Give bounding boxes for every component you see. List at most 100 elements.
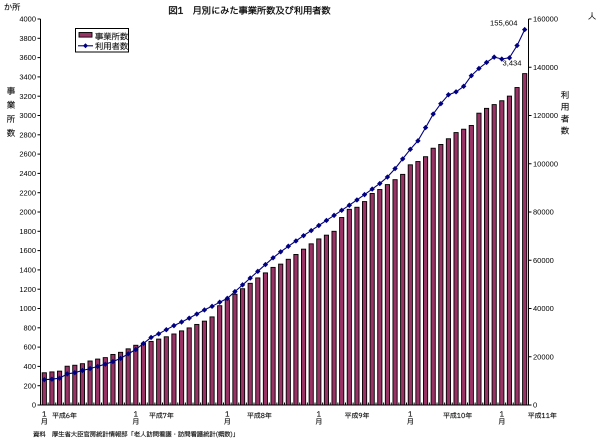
line-marker-diamond bbox=[521, 26, 528, 33]
bar bbox=[346, 208, 352, 406]
line-marker-diamond bbox=[224, 295, 231, 302]
bar bbox=[369, 193, 375, 406]
line-marker-diamond bbox=[49, 376, 55, 382]
bar bbox=[278, 263, 284, 406]
axis-titles bbox=[6, 86, 570, 137]
bar bbox=[308, 243, 314, 406]
y-left-tick-label: 2600 bbox=[19, 150, 36, 159]
bar bbox=[217, 305, 223, 406]
bar bbox=[484, 107, 490, 406]
bar-series bbox=[41, 73, 528, 406]
line-marker-diamond bbox=[247, 275, 253, 281]
bar bbox=[331, 230, 337, 406]
legend-line-marker bbox=[83, 43, 88, 49]
bar bbox=[186, 327, 192, 406]
data-label-users: 155,604 bbox=[490, 19, 517, 28]
unit-right-nin bbox=[588, 12, 596, 20]
bar bbox=[499, 100, 505, 406]
x-year-label bbox=[149, 412, 174, 419]
line-marker-diamond bbox=[384, 174, 391, 180]
bar bbox=[270, 266, 276, 406]
line-marker-diamond bbox=[171, 322, 177, 329]
bar bbox=[384, 184, 390, 406]
bar bbox=[453, 132, 459, 406]
y-left-tick-label: 4000 bbox=[19, 15, 36, 24]
line-marker-diamond bbox=[186, 315, 192, 321]
data-labels: 155,604 3,434 bbox=[490, 19, 521, 68]
y-left-tick-label: 1200 bbox=[19, 285, 36, 294]
bar bbox=[522, 73, 528, 406]
line-marker-diamond bbox=[148, 334, 154, 341]
y-left-tick-label: 2800 bbox=[19, 130, 36, 139]
bar bbox=[506, 95, 512, 406]
x-tick-month-1 bbox=[499, 411, 504, 417]
line-marker-diamond bbox=[102, 361, 109, 367]
bar bbox=[247, 282, 253, 406]
x-tick-month-1 bbox=[225, 411, 230, 417]
bar bbox=[163, 336, 169, 406]
bar bbox=[255, 277, 261, 406]
bar bbox=[201, 320, 207, 406]
line-marker-diamond bbox=[430, 111, 436, 117]
line-marker-diamond bbox=[399, 156, 406, 162]
bar bbox=[179, 330, 185, 406]
line-marker-diamond bbox=[499, 56, 505, 62]
y-right-tick-label: 40000 bbox=[533, 304, 554, 313]
y-left-tick-label: 1600 bbox=[19, 246, 36, 255]
line-marker-diamond bbox=[110, 358, 116, 365]
bar bbox=[354, 206, 360, 406]
line-marker-diamond bbox=[392, 165, 398, 172]
y-left-tick-label: 800 bbox=[23, 323, 36, 332]
bar bbox=[156, 338, 162, 406]
bar bbox=[262, 272, 268, 406]
line-marker-diamond bbox=[514, 42, 520, 49]
bar bbox=[438, 143, 444, 406]
bar bbox=[301, 248, 307, 406]
y-left-tick-label: 1000 bbox=[19, 304, 36, 313]
line-marker-diamond bbox=[125, 351, 131, 357]
line-marker-diamond bbox=[262, 261, 269, 268]
line-marker-diamond bbox=[293, 238, 299, 244]
x-tick-month-1 bbox=[316, 411, 321, 417]
line-marker-diamond bbox=[468, 72, 475, 79]
line-marker-diamond bbox=[178, 319, 185, 325]
bar bbox=[285, 258, 291, 406]
y-right-tick-label: 0 bbox=[533, 401, 537, 410]
legend bbox=[75, 28, 129, 53]
x-tick-month-1 bbox=[42, 411, 47, 417]
line-marker-diamond bbox=[331, 212, 337, 219]
bar bbox=[224, 299, 230, 406]
x-year-label bbox=[247, 412, 272, 419]
x-tick-month-1 bbox=[133, 411, 138, 417]
y-axis-right-labels: 0 20000 40000 60000 80000 100000 120000 140000 1… bbox=[533, 15, 558, 410]
bar bbox=[194, 323, 200, 406]
bar bbox=[514, 87, 520, 406]
line-marker-diamond bbox=[87, 365, 93, 372]
line-marker-diamond bbox=[369, 186, 375, 192]
line-marker-diamond bbox=[483, 59, 490, 66]
y-left-tick-label: 200 bbox=[23, 381, 36, 390]
bar bbox=[476, 112, 482, 406]
line-marker-diamond bbox=[308, 227, 314, 234]
line-marker-diamond bbox=[194, 311, 200, 317]
x-tick-month-gatsu bbox=[407, 418, 413, 425]
line-marker-diamond bbox=[56, 375, 63, 381]
bar bbox=[125, 348, 131, 406]
x-axis-labels bbox=[41, 411, 557, 425]
bar bbox=[323, 234, 329, 406]
bar bbox=[461, 128, 467, 406]
line-marker-diamond bbox=[64, 371, 70, 377]
line-marker-diamond bbox=[270, 255, 276, 261]
bar bbox=[240, 288, 246, 406]
x-tick-month-gatsu bbox=[498, 418, 505, 425]
line-marker-diamond bbox=[277, 249, 284, 255]
line-marker-diamond bbox=[285, 243, 292, 249]
line-marker-diamond bbox=[445, 92, 452, 98]
x-tick-month-gatsu bbox=[132, 418, 139, 425]
line-marker-diamond bbox=[201, 307, 208, 313]
bar bbox=[423, 156, 429, 406]
legend-bar-swatch bbox=[78, 32, 93, 38]
line-path bbox=[44, 29, 526, 381]
line-marker-diamond bbox=[415, 138, 421, 144]
line-marker-diamond bbox=[438, 100, 444, 107]
